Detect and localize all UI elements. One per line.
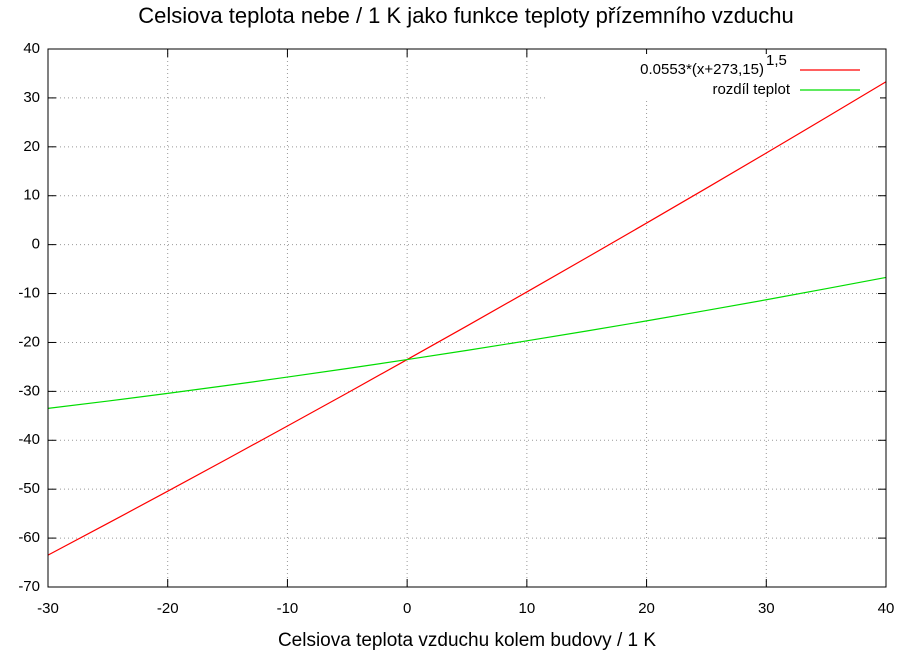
plot-border — [47, 48, 887, 588]
x-tick-label: -20 — [157, 600, 179, 617]
y-tick-label: 0 — [32, 236, 40, 253]
y-tick-label: 40 — [23, 40, 40, 57]
y-tick-label: -70 — [18, 578, 40, 595]
y-tick-label: 10 — [23, 187, 40, 204]
y-tick-label: 20 — [23, 138, 40, 155]
y-tick-label: -50 — [18, 480, 40, 497]
legend-label: 0.0553*(x+273,15) — [640, 61, 764, 78]
y-tick-label: 30 — [23, 89, 40, 106]
x-tick-label: 0 — [403, 600, 411, 617]
y-tick-label: -10 — [18, 285, 40, 302]
legend-superscript: 1,5 — [766, 52, 787, 69]
y-tick-label: -60 — [18, 529, 40, 546]
x-tick-label: 30 — [758, 600, 775, 617]
x-axis-label: Celsiova teplota vzduchu kolem budovy / … — [278, 630, 656, 651]
legend-label: rozdíl teplot — [712, 81, 790, 98]
x-tick-label: -30 — [37, 600, 59, 617]
x-tick-label: 20 — [638, 600, 655, 617]
line-series — [47, 276, 887, 409]
line-series — [47, 81, 887, 556]
chart-title: Celsiova teplota nebe / 1 K jako funkce … — [138, 3, 794, 28]
x-tick-label: -10 — [277, 600, 299, 617]
x-tick-label: 10 — [519, 600, 536, 617]
legend-box — [545, 54, 880, 101]
x-tick-label: 40 — [878, 600, 895, 617]
y-tick-label: -30 — [18, 382, 40, 399]
y-tick-label: -40 — [18, 431, 40, 448]
y-tick-label: -20 — [18, 333, 40, 350]
